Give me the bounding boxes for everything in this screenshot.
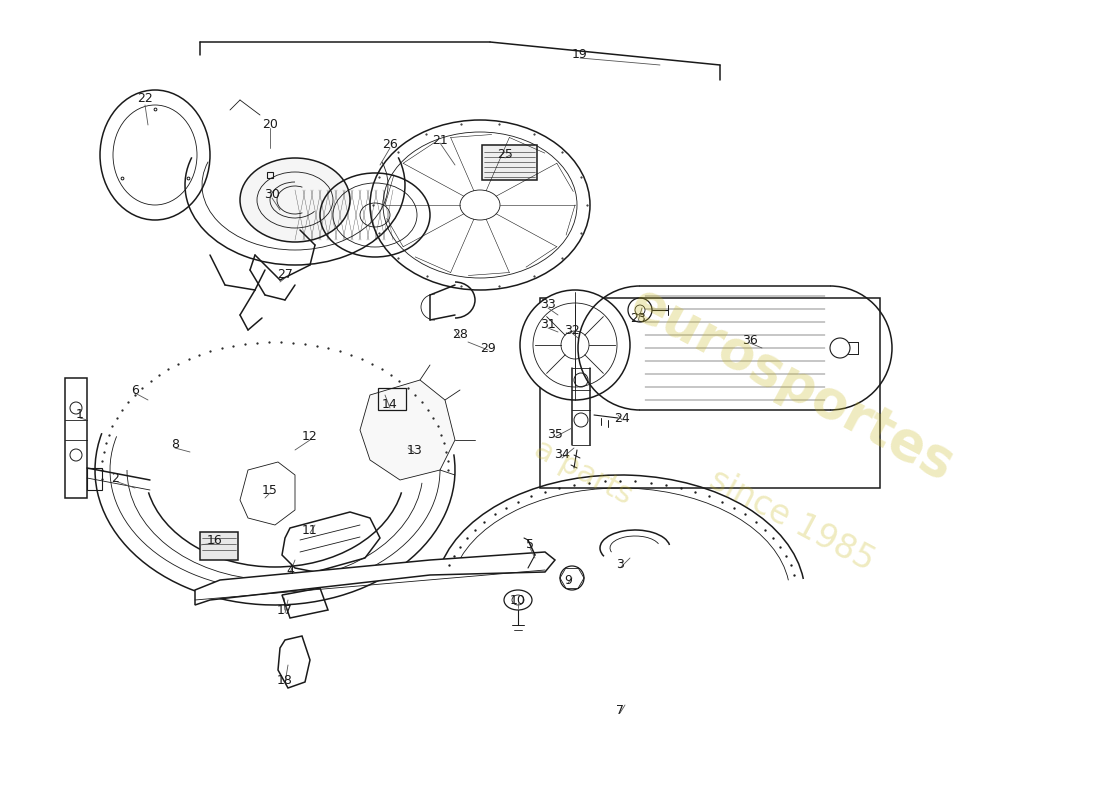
Text: 34: 34 xyxy=(554,449,570,462)
Ellipse shape xyxy=(240,158,350,242)
Polygon shape xyxy=(360,380,455,480)
Bar xyxy=(200,532,238,560)
Text: 29: 29 xyxy=(480,342,496,354)
Ellipse shape xyxy=(520,290,630,400)
Text: 22: 22 xyxy=(138,91,153,105)
Bar xyxy=(87,468,102,490)
Text: 33: 33 xyxy=(540,298,556,311)
Text: since 1985: since 1985 xyxy=(704,462,880,578)
Text: 28: 28 xyxy=(452,329,468,342)
Text: 10: 10 xyxy=(510,594,526,606)
Text: 17: 17 xyxy=(277,603,293,617)
Text: 25: 25 xyxy=(497,149,513,162)
Text: 12: 12 xyxy=(302,430,318,443)
Text: 14: 14 xyxy=(382,398,398,411)
Text: 5: 5 xyxy=(526,538,534,551)
Text: 2: 2 xyxy=(111,471,119,485)
Text: 26: 26 xyxy=(382,138,398,151)
Text: 31: 31 xyxy=(540,318,556,331)
Text: 4: 4 xyxy=(286,563,294,577)
Bar xyxy=(65,378,87,498)
Text: 24: 24 xyxy=(614,411,630,425)
Text: 20: 20 xyxy=(262,118,278,131)
Text: 15: 15 xyxy=(262,483,278,497)
Text: eurosportes: eurosportes xyxy=(621,277,962,491)
Text: 27: 27 xyxy=(277,269,293,282)
Text: 3: 3 xyxy=(616,558,624,571)
Ellipse shape xyxy=(504,590,532,610)
Text: 18: 18 xyxy=(277,674,293,686)
Text: 21: 21 xyxy=(432,134,448,146)
Text: 8: 8 xyxy=(170,438,179,451)
Text: 16: 16 xyxy=(207,534,223,546)
Text: 13: 13 xyxy=(407,443,422,457)
Text: 9: 9 xyxy=(564,574,572,586)
Bar xyxy=(378,388,406,410)
Text: a parts: a parts xyxy=(529,434,637,510)
Polygon shape xyxy=(195,552,556,605)
Text: 11: 11 xyxy=(302,523,318,537)
Bar xyxy=(540,298,880,488)
Text: 35: 35 xyxy=(547,429,563,442)
Bar xyxy=(482,145,537,180)
Text: 23: 23 xyxy=(630,311,646,325)
Text: 30: 30 xyxy=(264,189,279,202)
Text: 6: 6 xyxy=(131,383,139,397)
Text: 32: 32 xyxy=(564,323,580,337)
Text: 19: 19 xyxy=(572,49,587,62)
Text: 36: 36 xyxy=(742,334,758,346)
Text: 1: 1 xyxy=(76,409,84,422)
Text: 7: 7 xyxy=(616,703,624,717)
